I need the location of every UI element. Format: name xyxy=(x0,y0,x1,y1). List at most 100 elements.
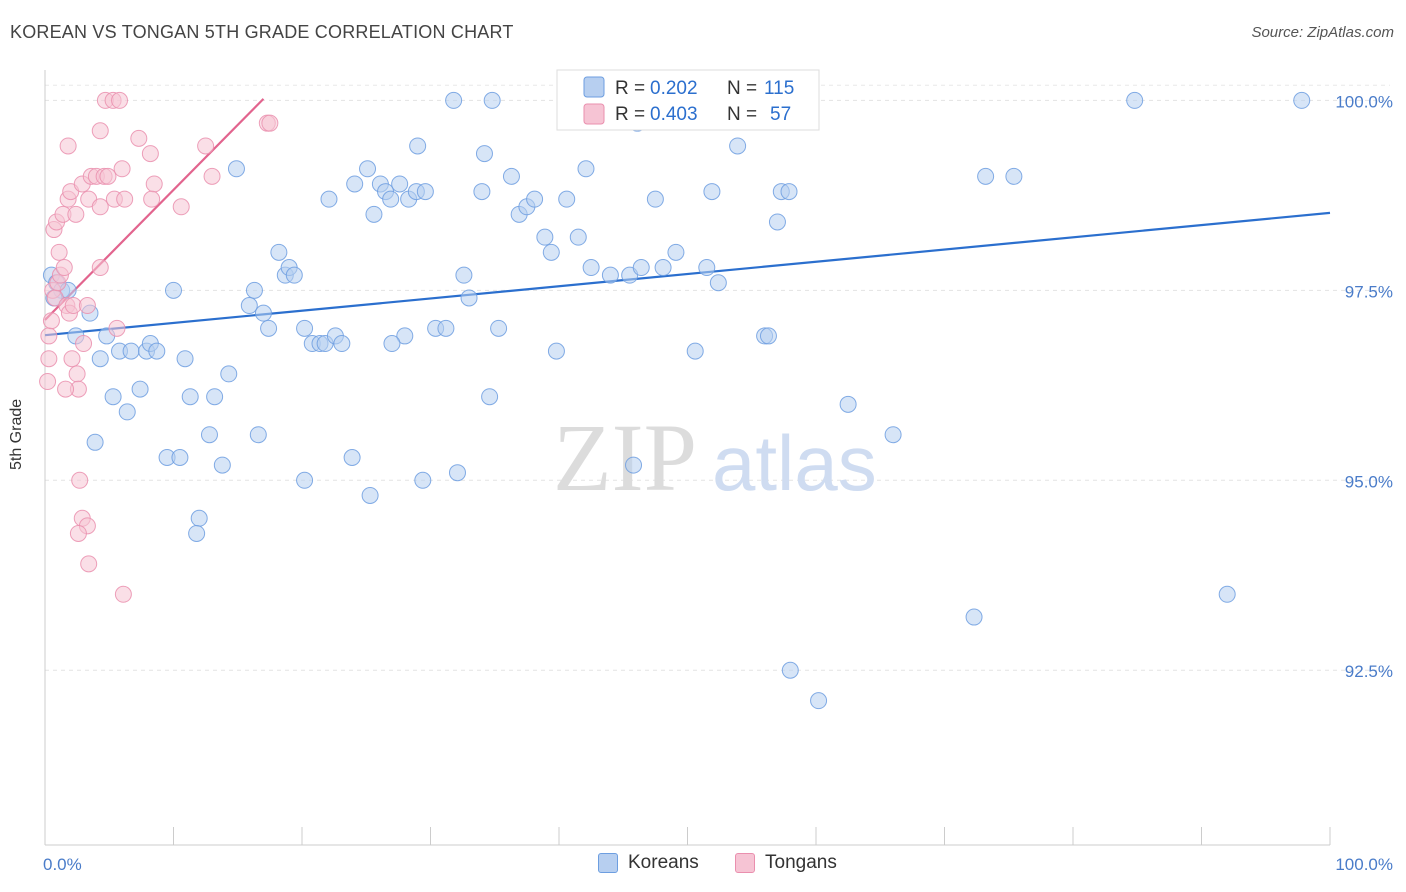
korean-point xyxy=(632,259,650,277)
korean-point xyxy=(625,456,643,474)
y-tick-label: 95.0% xyxy=(1345,472,1393,491)
korean-point xyxy=(391,175,409,193)
tongan-point xyxy=(55,259,73,277)
bottom-legend-swatch-korean xyxy=(598,853,618,873)
korean-point xyxy=(536,228,554,246)
korean-point xyxy=(839,395,857,413)
tongan-trend-line xyxy=(44,98,265,321)
bottom-legend: Koreans Tongans xyxy=(0,852,1406,880)
korean-point xyxy=(86,433,104,451)
korean-point xyxy=(460,289,478,307)
korean-point xyxy=(490,319,508,337)
korean-trend-line xyxy=(44,211,1331,337)
korean-point xyxy=(709,274,727,292)
korean-point xyxy=(1126,91,1144,109)
tongan-point xyxy=(203,167,221,185)
korean-point xyxy=(414,471,432,489)
korean-point xyxy=(729,137,747,155)
tongan-point xyxy=(172,198,190,216)
korean-point xyxy=(346,175,364,193)
korean-point xyxy=(181,388,199,406)
korean-point xyxy=(240,297,258,315)
legend-korean-r-label: R = xyxy=(615,78,645,99)
korean-point xyxy=(502,167,520,185)
korean-point xyxy=(165,281,182,299)
tongan-point xyxy=(57,380,75,398)
korean-point xyxy=(382,190,400,208)
tongan-point xyxy=(108,319,126,337)
x-tick-label: 100.0% xyxy=(1335,855,1393,874)
korean-point xyxy=(481,388,499,406)
korean-point xyxy=(361,486,379,504)
korean-point xyxy=(483,91,501,109)
watermark-atlas-text: atlas xyxy=(712,419,877,507)
zipatlas-watermark: ZIP atlas xyxy=(553,404,877,511)
korean-point xyxy=(582,259,600,277)
korean-point xyxy=(448,464,466,482)
korean-point xyxy=(455,266,473,284)
korean-point xyxy=(437,319,455,337)
korean-point xyxy=(333,335,351,353)
korean-point xyxy=(148,342,166,360)
y-tick-label: 100.0% xyxy=(1335,92,1393,111)
korean-point xyxy=(781,661,799,679)
tongan-point xyxy=(141,145,159,163)
korean-point xyxy=(249,426,267,444)
korean-point xyxy=(245,281,263,299)
legend-korean-n-value: 115 xyxy=(764,78,794,99)
korean-point xyxy=(667,243,685,261)
korean-point xyxy=(558,190,576,208)
tongan-point xyxy=(197,137,215,155)
tongan-point xyxy=(59,137,77,155)
korean-point xyxy=(654,259,672,277)
tongan-point xyxy=(91,259,109,277)
korean-point xyxy=(409,137,427,155)
korean-point xyxy=(810,692,828,710)
korean-point xyxy=(768,213,786,231)
trend-lines xyxy=(44,98,1331,337)
tongan-point xyxy=(114,585,132,603)
korean-point xyxy=(542,243,560,261)
korean-point xyxy=(320,190,338,208)
bottom-legend-korean-label: Koreans xyxy=(628,852,699,873)
source-label: Source: ZipAtlas.com xyxy=(1251,24,1394,41)
korean-point xyxy=(296,471,314,489)
tongan-point xyxy=(68,365,86,383)
korean-point xyxy=(416,183,434,201)
korean-point xyxy=(383,335,401,353)
korean-point xyxy=(118,403,136,421)
tongan-point xyxy=(91,122,109,140)
data-points xyxy=(39,91,1311,710)
tongan-point xyxy=(40,327,58,345)
korean-point xyxy=(965,608,983,626)
tongan-point xyxy=(116,190,134,208)
tongan-point xyxy=(91,198,109,216)
bottom-legend-tongan-label: Tongans xyxy=(765,852,837,873)
korean-point xyxy=(977,167,995,185)
tongan-point xyxy=(99,167,117,185)
korean-point xyxy=(475,145,493,163)
korean-point xyxy=(569,228,587,246)
tongan-point xyxy=(50,243,68,261)
korean-point xyxy=(396,327,414,345)
tongan-point xyxy=(64,297,82,315)
korean-point xyxy=(254,304,272,322)
tongan-point xyxy=(63,350,81,368)
korean-point xyxy=(473,183,491,201)
tongan-point xyxy=(111,91,129,109)
legend-tongan-r-value: 0.403 xyxy=(650,104,698,125)
tick-labels: 92.5% 95.0% 97.5% 100.0% 0.0% 100.0% xyxy=(43,92,1393,874)
bottom-legend-tongan: Tongans xyxy=(735,852,837,874)
korean-point xyxy=(365,205,383,223)
tongan-point xyxy=(67,205,85,223)
legend-swatch-tongan xyxy=(583,103,605,125)
legend-korean-r-value: 0.202 xyxy=(650,78,698,99)
chart-title: KOREAN VS TONGAN 5TH GRADE CORRELATION C… xyxy=(10,22,514,42)
bottom-legend-korean: Koreans xyxy=(598,852,699,874)
korean-point xyxy=(686,342,704,360)
korean-point xyxy=(343,449,361,466)
tongan-point xyxy=(39,373,57,391)
korean-point xyxy=(780,183,798,201)
korean-point xyxy=(188,524,206,542)
